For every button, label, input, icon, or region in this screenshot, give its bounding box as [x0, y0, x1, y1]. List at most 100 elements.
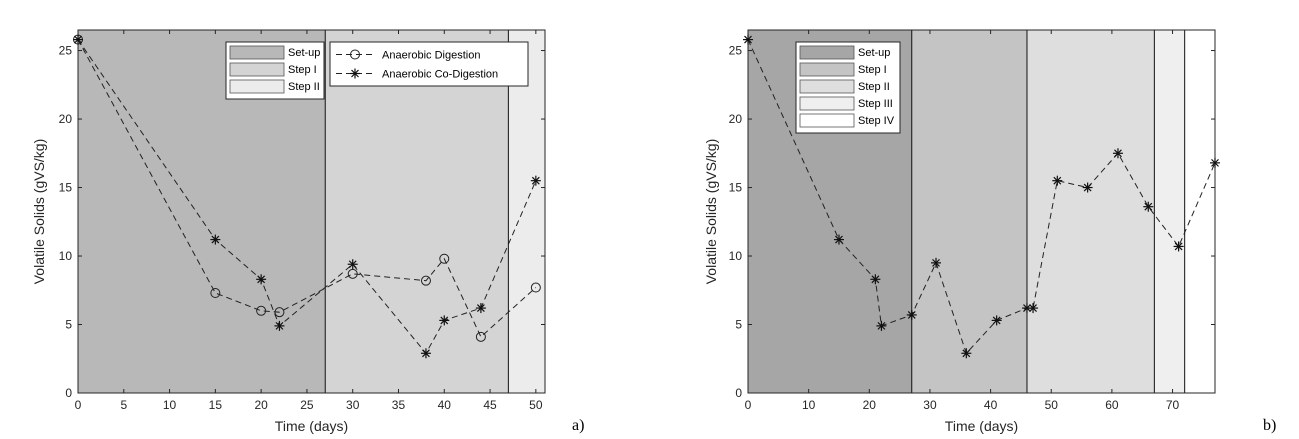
- axes-box: [747, 29, 1216, 394]
- panel-label: b): [1263, 417, 1276, 434]
- x-tick-label: 20: [254, 398, 268, 412]
- series-line-anaerobic-co-digestion: [77, 39, 537, 355]
- legend-swatch: [799, 62, 855, 77]
- x-tick-label: 0: [75, 398, 82, 412]
- legend-swatch: [799, 96, 855, 111]
- data-point: [439, 253, 450, 264]
- phase-band-step-ii: [508, 30, 545, 393]
- phase-legend: Set-up Step I Step II Step III Step IV: [795, 41, 901, 134]
- legend-label: Set-up: [858, 47, 890, 59]
- legend-swatch: [799, 79, 855, 94]
- chart-panel-a: 0 5 10 15 20 25 30 35 40 45 50 0 5 10 15 20 25 Time (days…: [31, 29, 584, 434]
- x-tick-label: 60: [1105, 398, 1119, 412]
- x-tick-label: 20: [863, 398, 877, 412]
- data-point: [530, 175, 541, 186]
- data-point: [420, 348, 431, 359]
- legend-swatch: [229, 79, 285, 94]
- x-tick-label: 40: [438, 398, 452, 412]
- x-tick-label: 25: [300, 398, 314, 412]
- y-tick-label: 20: [729, 112, 743, 126]
- data-point: [1082, 182, 1093, 193]
- data-point: [1143, 201, 1154, 212]
- data-point: [991, 315, 1002, 326]
- x-tick-label: 35: [392, 398, 406, 412]
- x-tick-label: 50: [529, 398, 543, 412]
- legend-label: Anaerobic Co-Digestion: [382, 69, 498, 81]
- phase-band-step-ii: [1026, 30, 1155, 393]
- data-point: [743, 34, 753, 45]
- y-tick-label: 0: [735, 386, 742, 400]
- y-tick-label: 25: [59, 44, 73, 58]
- data-point: [1052, 175, 1063, 186]
- data-point: [274, 307, 285, 318]
- y-tick-label: 10: [59, 249, 73, 263]
- legend-swatch: [229, 45, 285, 60]
- y-tick-label: 20: [59, 112, 73, 126]
- x-axis-title: Time (days): [275, 418, 348, 434]
- data-point: [210, 288, 221, 299]
- data-point: [210, 234, 221, 245]
- data-point: [833, 234, 844, 245]
- data-point: [347, 259, 358, 270]
- legend-label: Anaerobic Digestion: [382, 50, 480, 62]
- legend-label: Step IV: [858, 115, 895, 127]
- x-tick-label: 10: [163, 398, 177, 412]
- data-point: [876, 320, 887, 331]
- x-tick-label: 40: [984, 398, 998, 412]
- y-axis-title: Volatile Solids (gVS/kg): [703, 139, 719, 285]
- legend-label: Step I: [858, 64, 887, 76]
- x-tick-label: 5: [120, 398, 127, 412]
- x-tick-label: 30: [923, 398, 937, 412]
- data-point: [475, 331, 486, 342]
- x-tick-label: 10: [802, 398, 816, 412]
- x-tick-label: 15: [209, 398, 223, 412]
- data-point: [530, 282, 541, 293]
- data-point: [961, 348, 972, 359]
- data-point: [347, 268, 358, 279]
- legend-marker: [350, 68, 360, 79]
- data-point: [906, 309, 917, 320]
- data-point: [274, 320, 285, 331]
- data-point: [870, 274, 881, 285]
- legend-label: Step II: [858, 81, 890, 93]
- x-tick-label: 45: [483, 398, 497, 412]
- data-point: [73, 34, 83, 45]
- y-tick-label: 10: [729, 249, 743, 263]
- x-axis-title: Time (days): [945, 418, 1018, 434]
- data-point: [256, 305, 267, 316]
- y-tick-label: 5: [65, 318, 72, 332]
- x-tick-label: 0: [745, 398, 752, 412]
- panel-label: a): [572, 417, 584, 434]
- phase-legend: Set-up Step I Step II: [225, 41, 325, 100]
- legend-label: Step I: [288, 64, 317, 76]
- legend-swatch: [229, 62, 285, 77]
- legend-marker: [350, 49, 360, 60]
- series-legend: Anaerobic Digestion Anaerobic Co-Digestio…: [329, 41, 529, 87]
- data-point: [1173, 241, 1184, 252]
- y-axis-title: Volatile Solids (gVS/kg): [31, 139, 47, 285]
- legend-box: [329, 41, 529, 87]
- data-point: [439, 315, 450, 326]
- data-point: [1028, 303, 1039, 314]
- data-point: [256, 274, 267, 285]
- data-point: [931, 257, 942, 268]
- data-point: [1021, 303, 1032, 314]
- data-point: [475, 303, 486, 314]
- data-point: [420, 275, 431, 286]
- y-tick-label: 25: [729, 44, 743, 58]
- axes-box: [77, 29, 546, 394]
- phase-band-step-i: [911, 30, 1027, 393]
- legend-label: Set-up: [288, 47, 320, 59]
- x-tick-label: 30: [346, 398, 360, 412]
- y-tick-label: 5: [735, 318, 742, 332]
- data-point: [1210, 157, 1220, 168]
- phase-band-step-iii: [1154, 30, 1185, 393]
- y-tick-label: 0: [65, 386, 72, 400]
- legend-swatch: [799, 45, 855, 60]
- data-point: [1112, 148, 1123, 159]
- legend-label: Step III: [858, 98, 893, 110]
- y-tick-label: 15: [729, 181, 743, 195]
- series-line-anaerobic-digestion: [77, 39, 537, 338]
- legend-swatch: [799, 113, 855, 128]
